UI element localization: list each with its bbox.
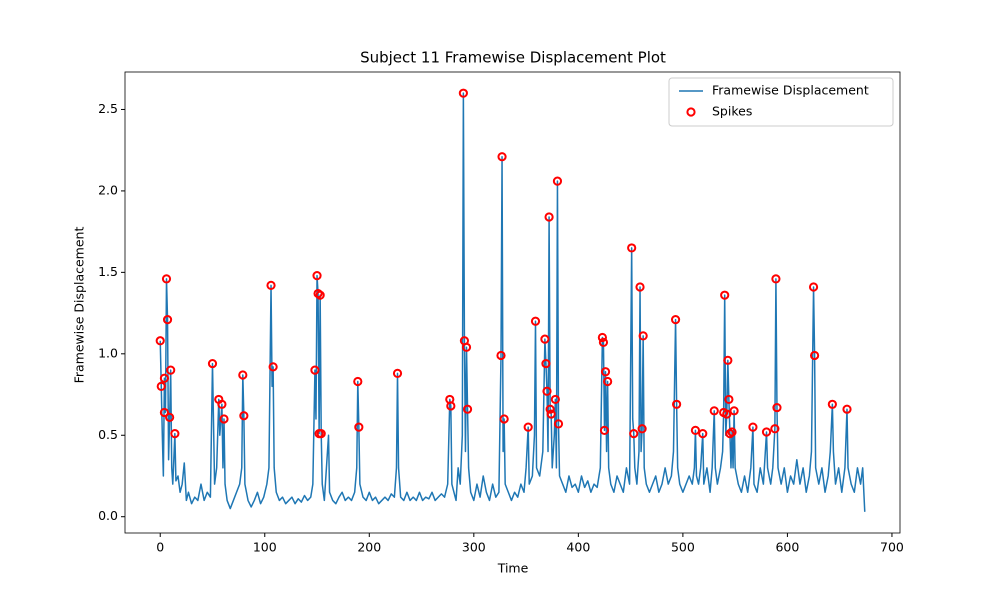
y-tick-label: 0.5: [98, 427, 118, 442]
x-tick-label: 300: [462, 540, 486, 555]
x-tick-label: 500: [671, 540, 695, 555]
spike-marker: [698, 429, 708, 439]
spike-marker: [239, 411, 249, 421]
spike-marker: [310, 365, 320, 375]
spike-marker: [729, 406, 739, 416]
x-tick-label: 200: [357, 540, 381, 555]
spike-marker: [748, 422, 758, 432]
spike-marker: [842, 404, 852, 414]
spike-marker: [720, 290, 730, 300]
spike-marker: [771, 274, 781, 284]
y-tick-label: 0.0: [98, 508, 118, 523]
spike-marker: [827, 399, 837, 409]
spike-marker: [727, 427, 737, 437]
spike-marker: [312, 271, 322, 281]
spike-marker: [166, 365, 176, 375]
spike-marker: [598, 337, 609, 348]
legend-label: Spikes: [712, 104, 752, 119]
spike-marker: [544, 212, 554, 222]
spike-marker: [161, 274, 172, 284]
spike-marker: [497, 152, 507, 162]
legend-swatch: [686, 107, 696, 117]
spike-marker: [155, 336, 165, 346]
spike-marker: [672, 399, 682, 409]
y-tick-label: 1.5: [98, 264, 118, 279]
spike-marker: [496, 350, 506, 361]
y-tick-label: 2.0: [98, 182, 118, 197]
x-tick-label: 600: [775, 540, 799, 555]
spike-marker: [690, 425, 701, 435]
spike-marker: [219, 414, 229, 424]
spike-marker: [446, 401, 456, 411]
spike-marker: [159, 373, 170, 383]
spike-marker: [162, 315, 173, 325]
spike-marker: [540, 334, 550, 344]
spike-marker: [461, 342, 472, 352]
plot-frame: [124, 71, 901, 534]
spike-marker: [523, 422, 533, 432]
line: [159, 92, 866, 512]
spike-marker: [723, 355, 733, 365]
spike-marker: [670, 315, 681, 325]
spike-marker: [809, 350, 820, 361]
x-tick-label: 700: [880, 540, 904, 555]
spike-marker: [354, 422, 364, 432]
spike-marker: [545, 404, 555, 414]
spike-marker: [159, 407, 170, 418]
spike-marker: [709, 406, 719, 416]
spike-marker: [530, 316, 541, 326]
spike-marker: [722, 409, 732, 419]
spike-marker: [600, 367, 611, 377]
spike-marker: [597, 332, 607, 343]
spike-marker: [603, 376, 613, 387]
spike-marker: [637, 424, 647, 434]
spike-marker: [170, 429, 180, 439]
spike-marker: [772, 402, 782, 413]
y-tick-label: 2.5: [98, 101, 118, 116]
spike-marker: [638, 331, 648, 341]
spike-marker: [316, 429, 326, 439]
spike-marker: [462, 404, 473, 414]
x-tick-label: 100: [253, 540, 277, 555]
x-tick-label: 0: [156, 540, 164, 555]
legend-label: Framewise Displacement: [712, 83, 869, 98]
spike-marker: [499, 414, 509, 424]
spike-marker: [541, 358, 551, 369]
spike-marker: [268, 362, 278, 372]
spike-marker: [458, 88, 468, 98]
spike-marker: [207, 358, 218, 369]
spike-marker: [627, 243, 637, 253]
spike-marker: [808, 282, 819, 292]
x-tick-label: 400: [566, 540, 590, 555]
spike-marker: [353, 376, 363, 387]
spike-marker: [770, 424, 780, 434]
spike-marker: [546, 409, 556, 419]
spike-marker: [238, 370, 248, 380]
y-axis-label: Framewise Displacement: [72, 227, 87, 384]
spike-marker: [599, 425, 610, 435]
spike-marker: [315, 290, 325, 300]
spike-marker: [552, 176, 563, 186]
x-axis-label: Time: [497, 561, 529, 576]
spike-marker: [761, 427, 772, 437]
spike-marker: [217, 399, 227, 409]
spike-marker: [392, 368, 403, 378]
chart-title: Subject 11 Framewise Displacement Plot: [360, 49, 666, 67]
spike-marker: [156, 381, 166, 391]
spike-marker: [266, 280, 276, 290]
legend-box: [668, 77, 894, 127]
y-tick-label: 1.0: [98, 345, 118, 360]
spike-marker: [629, 429, 639, 439]
legend: Framewise Displacement Spikes: [668, 77, 894, 127]
spike-marker: [635, 282, 645, 292]
spike-marker: [542, 386, 552, 396]
spike-marker: [165, 412, 175, 422]
spike-marker: [553, 419, 564, 429]
spike-marker: [724, 394, 734, 405]
spike-marker: [550, 394, 560, 405]
